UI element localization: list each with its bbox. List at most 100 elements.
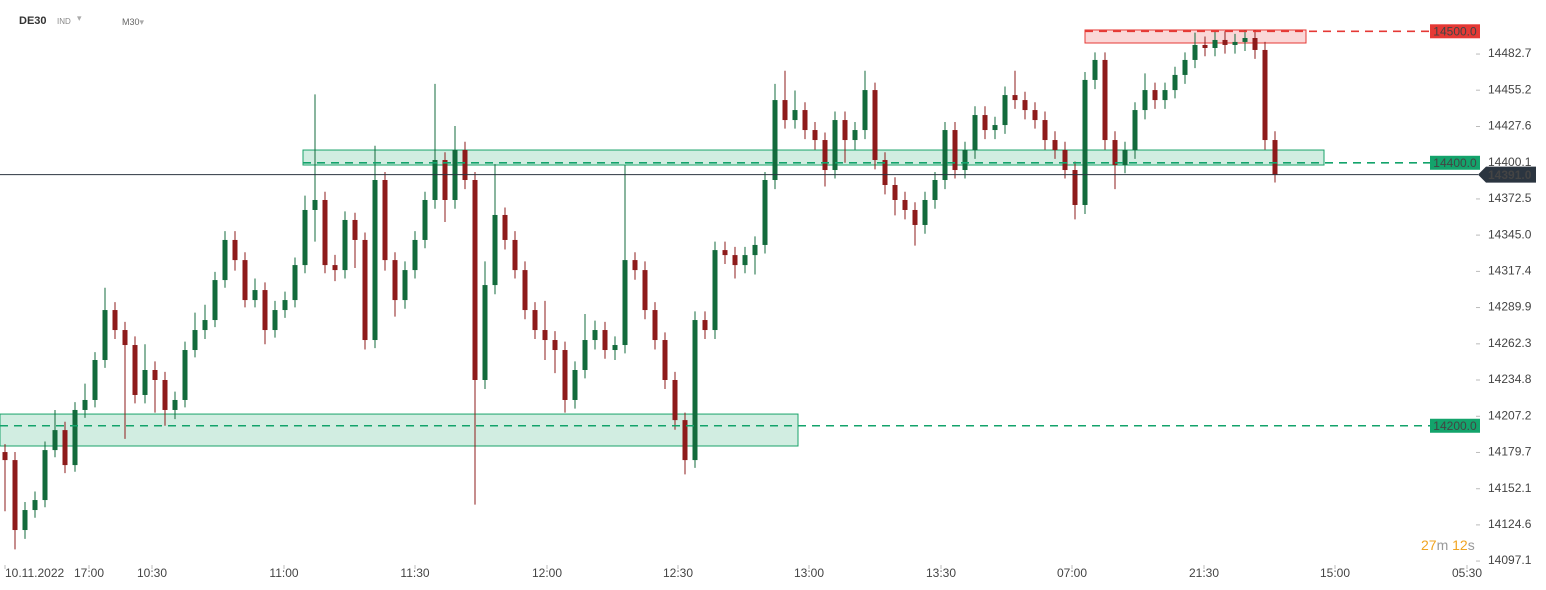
candle-body bbox=[1172, 74, 1178, 91]
candle-body bbox=[22, 510, 28, 531]
candle-body bbox=[292, 265, 298, 301]
candle-body bbox=[382, 180, 388, 261]
y-tick-label: 14400.1 bbox=[1488, 155, 1532, 169]
candle-body bbox=[902, 199, 908, 210]
level-label-box bbox=[1430, 24, 1480, 39]
candle-body bbox=[942, 130, 948, 181]
candle-body bbox=[522, 270, 528, 311]
candle-body bbox=[132, 345, 138, 395]
candle-body bbox=[572, 370, 578, 400]
candle-body bbox=[552, 340, 558, 351]
candle-body bbox=[172, 399, 178, 410]
timer-unit: s bbox=[1467, 537, 1475, 553]
y-tick-label: 14345.0 bbox=[1488, 227, 1532, 241]
candle-body bbox=[72, 409, 78, 466]
candle-body bbox=[732, 255, 738, 266]
timer-unit: m bbox=[1436, 537, 1449, 553]
candle-body bbox=[802, 110, 808, 131]
candle-body bbox=[622, 260, 628, 346]
candle-body bbox=[652, 310, 658, 341]
candle-body bbox=[392, 260, 398, 301]
candle-body bbox=[712, 250, 718, 331]
level-label: 14500.0 bbox=[1433, 24, 1477, 38]
candle-body bbox=[232, 239, 238, 261]
candle-body bbox=[222, 239, 228, 281]
candle-body bbox=[662, 340, 668, 380]
x-tick-label: 10.11.2022 bbox=[5, 566, 64, 580]
y-tick-label: 14152.1 bbox=[1488, 481, 1532, 495]
candle-body bbox=[542, 330, 548, 341]
candle-body bbox=[1142, 90, 1148, 111]
y-tick-label: 14097.1 bbox=[1488, 553, 1532, 567]
market: IND bbox=[57, 17, 71, 26]
candle-body bbox=[402, 270, 408, 301]
candle-body bbox=[372, 180, 378, 341]
candle-body bbox=[502, 214, 508, 240]
candle-body bbox=[212, 280, 218, 321]
candle-body bbox=[742, 255, 748, 266]
last-price-label: 14391.0 bbox=[1488, 168, 1532, 182]
candle-body bbox=[692, 320, 698, 461]
candle-body bbox=[12, 460, 18, 531]
symbol[interactable]: DE30 bbox=[19, 15, 47, 27]
candle-body bbox=[52, 430, 58, 451]
candle-body bbox=[602, 330, 608, 351]
candle-body bbox=[472, 180, 478, 380]
candle-body bbox=[152, 370, 158, 380]
candle-body bbox=[822, 140, 828, 171]
y-tick-label: 14234.8 bbox=[1488, 372, 1532, 386]
level-label: 14400.0 bbox=[1433, 156, 1477, 170]
timeframe[interactable]: M30▾ bbox=[122, 17, 144, 28]
candle-body bbox=[512, 239, 518, 271]
x-tick-label: 11:00 bbox=[269, 566, 298, 580]
x-tick-label: 11:30 bbox=[400, 566, 429, 580]
candle-body bbox=[142, 370, 148, 395]
candle-body bbox=[1122, 150, 1128, 166]
zone bbox=[0, 413, 799, 447]
candle-body bbox=[892, 185, 898, 200]
dropdown-arrow[interactable]: ▾ bbox=[77, 13, 82, 23]
candle-body bbox=[42, 450, 48, 501]
candle-body bbox=[162, 379, 168, 410]
candle-body bbox=[932, 180, 938, 200]
candle-body bbox=[562, 350, 568, 400]
dropdown-arrow[interactable]: ▾ bbox=[139, 17, 145, 27]
candle-body bbox=[972, 115, 978, 151]
candle-body bbox=[352, 219, 358, 240]
y-tick-label: 14262.3 bbox=[1488, 336, 1532, 350]
candle-body bbox=[1052, 140, 1058, 151]
candle-body bbox=[1092, 59, 1098, 80]
candle-body bbox=[612, 345, 618, 351]
candle-body bbox=[632, 260, 638, 271]
y-tick-label: 14289.9 bbox=[1488, 300, 1532, 314]
candle-body bbox=[812, 130, 818, 141]
candle-timer: 27m 12s bbox=[1421, 537, 1475, 553]
candle-body bbox=[982, 115, 988, 131]
candle-body bbox=[102, 310, 108, 361]
candle-body bbox=[832, 120, 838, 171]
candle-body bbox=[342, 219, 348, 271]
candle-body bbox=[1062, 150, 1068, 171]
timeframe-label[interactable]: M30 bbox=[122, 17, 140, 27]
candle-body bbox=[682, 420, 688, 461]
candle-body bbox=[492, 214, 498, 286]
timer-seconds: 12 bbox=[1452, 537, 1468, 553]
candle-body bbox=[1262, 49, 1268, 141]
candle-body bbox=[782, 100, 788, 121]
y-tick-label: 14427.6 bbox=[1488, 119, 1532, 133]
candle-body bbox=[192, 330, 198, 351]
candle-body bbox=[1222, 39, 1228, 45]
candle-body bbox=[1022, 100, 1028, 111]
candle-body bbox=[1072, 170, 1078, 205]
x-tick-label: 21:30 bbox=[1189, 566, 1219, 580]
candle-body bbox=[242, 260, 248, 301]
candle-body bbox=[1252, 37, 1258, 50]
candle-body bbox=[302, 209, 308, 266]
candle-body bbox=[482, 285, 488, 380]
level-label: 14200.0 bbox=[1433, 419, 1477, 433]
candle-body bbox=[912, 209, 918, 225]
candle-body bbox=[1082, 79, 1088, 205]
candle-body bbox=[422, 199, 428, 240]
candle-body bbox=[842, 120, 848, 141]
y-tick-label: 14179.7 bbox=[1488, 445, 1532, 459]
